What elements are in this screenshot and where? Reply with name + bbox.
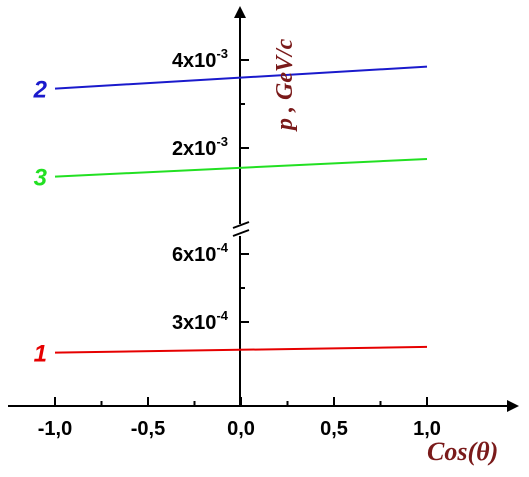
y-tick-label: 6x10-4 bbox=[172, 240, 229, 266]
x-ticks: -1,0 -0,5 0,0 0,5 1,0 bbox=[38, 397, 441, 440]
series-3-line bbox=[54, 158, 428, 178]
series-1-label: 1 bbox=[34, 341, 47, 368]
y-tick-label: 2x10-3 bbox=[172, 134, 228, 160]
y-tick-label: 4x10-3 bbox=[172, 46, 228, 72]
y-axis-title: p , GeV/c bbox=[272, 38, 298, 132]
x-tick-label: 0,0 bbox=[227, 418, 255, 440]
series-2-line bbox=[54, 65, 428, 90]
y-ticks: 3x10-4 6x10-4 2x10-3 4x10-3 bbox=[172, 46, 249, 334]
series-3-label: 3 bbox=[34, 165, 48, 192]
series-lines: 1 2 3 bbox=[33, 65, 428, 368]
y-axis-break bbox=[232, 221, 250, 237]
x-tick-label: 0,5 bbox=[320, 418, 348, 440]
x-tick-label: -1,0 bbox=[38, 418, 72, 440]
series-1-line bbox=[54, 345, 428, 354]
x-tick-label: 1,0 bbox=[413, 418, 441, 440]
series-2-label: 2 bbox=[33, 77, 48, 104]
y-tick-label: 3x10-4 bbox=[172, 308, 229, 334]
x-axis-title: Cos(θ) bbox=[427, 437, 498, 466]
x-tick-label: -0,5 bbox=[131, 418, 165, 440]
